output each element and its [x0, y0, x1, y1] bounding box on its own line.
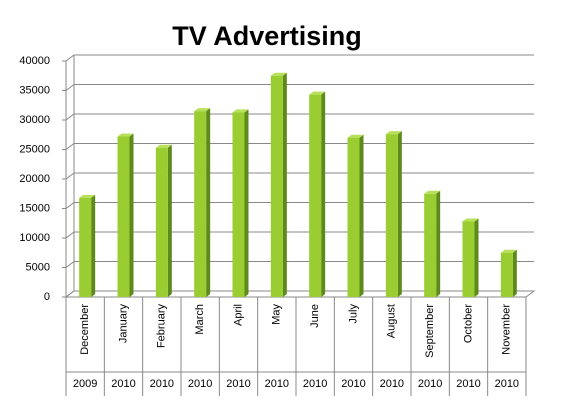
grid-line-side	[65, 143, 75, 150]
bar	[155, 147, 168, 297]
bar-top	[347, 134, 364, 138]
y-tick-label: 35000	[19, 84, 50, 96]
bar	[500, 252, 513, 297]
y-tick-label: 40000	[19, 55, 50, 67]
x-group-label: 2010	[418, 378, 442, 390]
x-tick-label: April	[232, 304, 244, 326]
bar-side	[244, 109, 249, 297]
y-tick-label: 20000	[19, 173, 50, 185]
bar	[385, 134, 398, 297]
grid-line-side	[65, 261, 75, 268]
y-tick-label: 30000	[19, 114, 50, 126]
grid-line-side	[65, 84, 75, 91]
bar-top	[385, 131, 402, 135]
bar	[309, 94, 322, 297]
x-group-label: 2010	[111, 378, 135, 390]
bar	[270, 75, 283, 297]
x-tick-label: August	[386, 304, 398, 338]
x-group-label: 2010	[456, 378, 480, 390]
bar-top	[309, 91, 326, 95]
x-group-label: 2010	[150, 378, 174, 390]
y-tick-label: 5000	[26, 261, 50, 273]
x-group-label: 2010	[303, 378, 327, 390]
chart-title: TV Advertising	[172, 21, 362, 51]
bar-side	[91, 194, 96, 297]
grid-line-side	[65, 202, 75, 209]
grid-line-side	[65, 172, 75, 180]
x-tick-label: May	[271, 304, 283, 325]
bar	[462, 221, 475, 297]
bar-top	[500, 249, 517, 253]
x-group-label: 2009	[73, 378, 97, 390]
bar-side	[321, 91, 326, 297]
bar-top	[79, 194, 96, 198]
bar-side	[129, 133, 134, 297]
y-tick-label: 15000	[19, 202, 50, 214]
grid-line-side	[65, 290, 75, 298]
bar	[232, 112, 245, 297]
x-tick-label: December	[79, 304, 91, 355]
x-group-label: 2010	[380, 378, 404, 390]
x-tick-label: January	[117, 304, 129, 344]
x-group-label: 2010	[226, 378, 250, 390]
bar-top	[155, 144, 172, 148]
x-tick-label: November	[501, 304, 513, 355]
bar	[424, 193, 437, 297]
x-tick-label: October	[462, 304, 474, 343]
grid-line-side	[65, 113, 75, 121]
bar-side	[282, 72, 287, 297]
x-group-label: 2010	[341, 378, 365, 390]
bar-side	[397, 131, 402, 297]
bar-side	[167, 144, 172, 297]
bar	[79, 197, 92, 297]
x-tick-label: February	[156, 304, 168, 349]
grid-line-side	[65, 231, 75, 239]
bar-side	[206, 108, 211, 298]
bar-side	[436, 190, 441, 297]
bar	[194, 111, 207, 298]
bar-top	[232, 109, 249, 113]
bar-top	[117, 133, 134, 137]
y-tick-label: 10000	[19, 232, 50, 244]
bar-side	[359, 134, 364, 297]
x-tick-label: September	[424, 304, 436, 358]
bar-top	[194, 108, 211, 112]
x-group-label: 2010	[188, 378, 212, 390]
bar-side	[474, 218, 479, 297]
bar-top	[462, 218, 479, 222]
bar-side	[512, 249, 517, 297]
bar-top	[424, 190, 441, 194]
bar	[117, 136, 130, 297]
bar-top	[270, 72, 287, 76]
x-group-label: 2010	[265, 378, 289, 390]
x-tick-label: July	[347, 304, 359, 324]
grid-line-side	[65, 54, 75, 62]
x-tick-label: March	[194, 304, 206, 335]
x-group-label: 2010	[495, 378, 519, 390]
y-tick-label: 0	[44, 291, 50, 303]
x-tick-label: June	[309, 304, 321, 328]
y-tick-label: 25000	[19, 143, 50, 155]
bar	[347, 137, 360, 297]
